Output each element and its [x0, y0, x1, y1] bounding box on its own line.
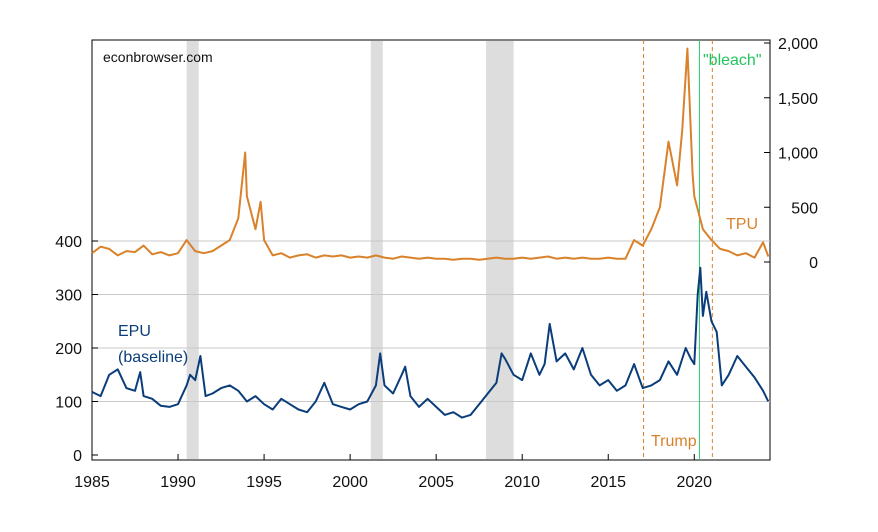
x-tick-label: 1990: [160, 474, 196, 491]
recession-shading: [186, 41, 514, 459]
series-label-epu: (baseline): [118, 349, 188, 366]
recession-band: [370, 41, 383, 459]
recession-band: [186, 41, 199, 459]
plot-frame: [91, 39, 771, 461]
right-tick-label: 1,500: [778, 91, 818, 108]
series-line: [91, 47, 770, 261]
series-lines: [91, 47, 770, 419]
left-tick-label: 400: [55, 234, 82, 251]
axis-ticks: 1985 1990 1995 2000 2005 2010 2015 2020 0 100 200 3…: [55, 36, 818, 491]
series-label-epu: EPU: [118, 323, 151, 340]
left-tick-label: 100: [55, 395, 82, 412]
event-label-trump: Trump: [651, 433, 697, 450]
series-label-tpu: TPU: [726, 216, 758, 233]
x-tick-label: 2005: [418, 474, 454, 491]
right-tick-label: 500: [791, 200, 818, 217]
right-tick-label: 0: [809, 255, 818, 272]
right-tick-label: 1,000: [778, 146, 818, 163]
series-line: [91, 266, 770, 419]
left-tick-label: 300: [55, 288, 82, 305]
watermark: econbrowser.com: [103, 49, 213, 65]
recession-band: [486, 41, 514, 459]
right-tick-label: 2,000: [778, 36, 818, 53]
x-tick-label: 2000: [332, 474, 368, 491]
annotations: EPU (baseline) TPU Trump "bleach": [118, 52, 762, 450]
left-tick-label: 0: [73, 448, 82, 465]
event-label-bleach: "bleach": [703, 52, 762, 69]
x-tick-label: 2015: [590, 474, 626, 491]
x-tick-label: 2020: [676, 474, 712, 491]
x-tick-label: 1995: [246, 474, 282, 491]
left-tick-label: 200: [55, 341, 82, 358]
x-tick-label: 1985: [74, 474, 110, 491]
x-tick-label: 2010: [504, 474, 540, 491]
event-lines: [643, 40, 713, 460]
